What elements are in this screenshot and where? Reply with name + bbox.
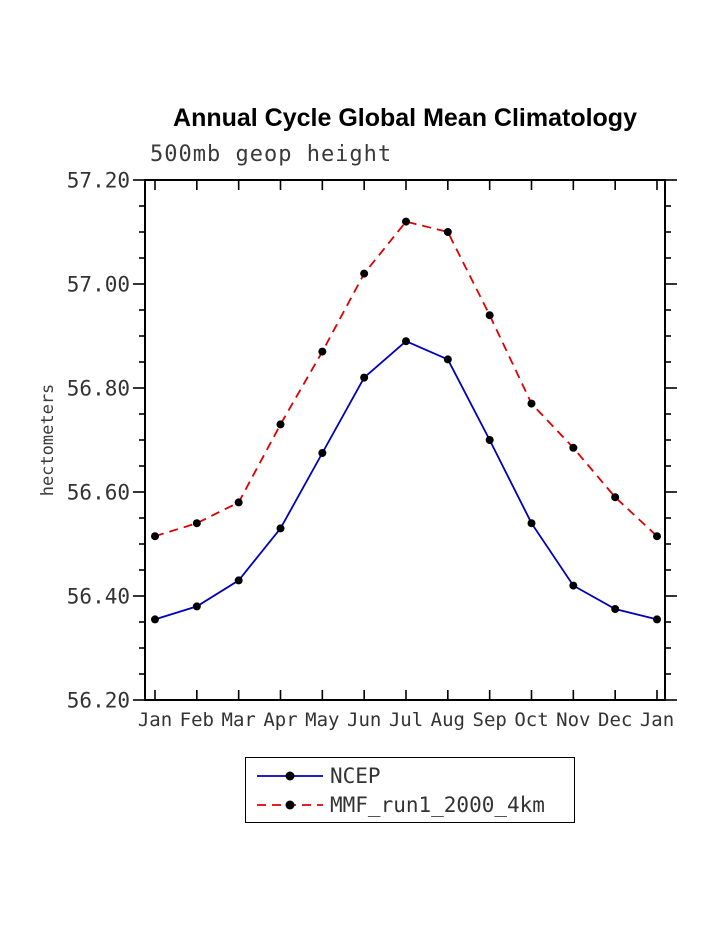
x-tick-labels: Jan Feb Mar Apr May Jun Jul Aug Sep Oct Nov Dec Jan (138, 709, 674, 731)
svg-text:Jan: Jan (640, 709, 674, 731)
mmf-markers (151, 217, 661, 541)
svg-text:Mar: Mar (222, 709, 256, 731)
svg-text:Jun: Jun (347, 709, 381, 731)
ncep-line-swatch (257, 771, 323, 780)
axes (133, 179, 677, 701)
svg-text:56.60: 56.60 (67, 480, 130, 504)
y-tick-labels: 56.20 56.40 56.60 56.80 57.00 57.20 (67, 168, 130, 712)
svg-text:Apr: Apr (263, 709, 297, 731)
svg-text:56.40: 56.40 (67, 584, 130, 608)
svg-text:Jul: Jul (389, 709, 423, 731)
mmf-line-swatch (257, 800, 323, 809)
svg-text:56.20: 56.20 (67, 688, 130, 712)
svg-text:Feb: Feb (180, 709, 214, 731)
svg-text:56.80: 56.80 (67, 376, 130, 400)
legend: NCEP MMF_run1_2000_4km (245, 757, 575, 823)
legend-label-mmf: MMF_run1_2000_4km (330, 792, 545, 817)
svg-text:57.00: 57.00 (67, 272, 130, 296)
ncep-markers (151, 337, 661, 624)
legend-item-ncep: NCEP (254, 762, 566, 789)
svg-text:57.20: 57.20 (67, 168, 130, 192)
ncep-line (154, 340, 658, 621)
chart-title: Annual Cycle Global Mean Climatology (173, 104, 637, 132)
svg-text:Aug: Aug (431, 709, 465, 731)
svg-text:Oct: Oct (514, 709, 548, 731)
svg-text:May: May (305, 709, 339, 731)
legend-item-mmf: MMF_run1_2000_4km (254, 791, 566, 818)
legend-label-ncep: NCEP (330, 763, 381, 788)
svg-text:Jan: Jan (138, 709, 172, 731)
svg-text:Sep: Sep (473, 709, 507, 731)
mmf-line (154, 220, 658, 538)
chart-subtitle: 500mb geop height (150, 142, 393, 167)
svg-text:Dec: Dec (598, 709, 632, 731)
svg-text:Nov: Nov (556, 709, 590, 731)
